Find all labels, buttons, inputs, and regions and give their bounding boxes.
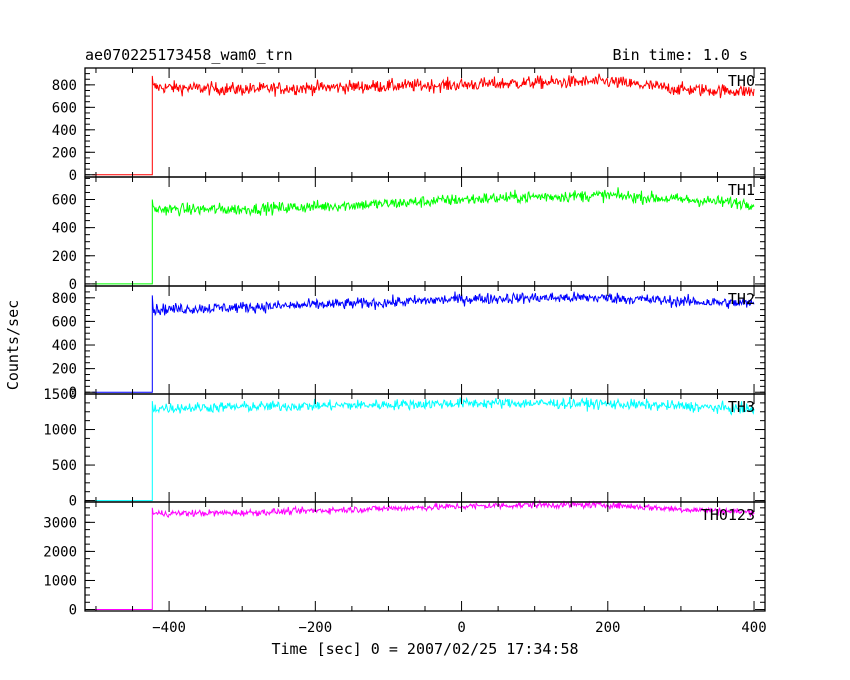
panel-th1: 0 200 400 600 TH1 (52, 176, 766, 293)
bin-time-label: Bin time: 1.0 s (613, 46, 748, 64)
panel-frame (84, 285, 766, 395)
x-tick-label: −400 (152, 620, 186, 636)
series-name-th0123: TH0123 (701, 506, 755, 524)
chart-title: ae070225173458_wam0_trn (85, 46, 293, 64)
y-tick-label: 1500 (43, 387, 77, 403)
y-tick-label: 400 (52, 123, 77, 139)
y-tick-label: 500 (52, 458, 77, 474)
y-tick-label: 200 (52, 249, 77, 265)
y-tick-label: 800 (52, 291, 77, 307)
y-tick-label: 1000 (43, 573, 77, 589)
panel-th2: 0 200 400 600 800 TH2 (52, 285, 766, 401)
series-line-th2 (92, 291, 755, 393)
y-tick-label: 400 (52, 221, 77, 237)
series-name-th3: TH3 (728, 398, 755, 416)
panel-frame (84, 393, 766, 503)
series-line-th1 (92, 187, 755, 285)
y-tick-label: 0 (69, 603, 77, 619)
y-axis-label: Counts/sec (4, 300, 22, 390)
panel-th3: 0 500 1000 1500 TH3 (43, 387, 766, 510)
y-tick-label: 1000 (43, 423, 77, 439)
y-tick-label: 2000 (43, 544, 77, 560)
panel-th0: 0 200 400 600 800 TH0 (52, 67, 766, 184)
y-tick-label: 3000 (43, 515, 77, 531)
panel-th0123: 0 1000 2000 3000 TH0123 (43, 499, 766, 619)
series-name-th1: TH1 (728, 181, 755, 199)
x-tick-label: 200 (595, 620, 620, 636)
x-tick-label: −200 (298, 620, 332, 636)
panel-frame (84, 501, 766, 612)
series-line-th0123 (92, 499, 755, 610)
y-tick-label: 400 (52, 338, 77, 354)
y-tick-label: 600 (52, 100, 77, 116)
y-tick-label: 0 (69, 494, 77, 510)
x-tick-label: 400 (741, 620, 766, 636)
y-tick-label: 800 (52, 78, 77, 94)
y-tick-label: 0 (69, 277, 77, 293)
series-line-th3 (92, 396, 755, 502)
panels-group: 0 200 400 600 800 TH0 0 200 400 600 TH1 0 200 400 600 8… (43, 67, 766, 619)
panel-frame (84, 176, 766, 287)
x-tick-label: 0 (457, 620, 465, 636)
y-tick-label: 200 (52, 145, 77, 161)
y-tick-label: 0 (69, 168, 77, 184)
x-axis-label: Time [sec] 0 = 2007/02/25 17:34:58 (271, 640, 578, 658)
y-tick-label: 600 (52, 193, 77, 209)
series-line-th0 (92, 73, 755, 176)
series-name-th2: TH2 (728, 290, 755, 308)
y-tick-label: 600 (52, 314, 77, 330)
y-tick-label: 0 (69, 385, 77, 401)
series-name-th0: TH0 (728, 72, 755, 90)
y-tick-label: 200 (52, 362, 77, 378)
x-axis: −400 −200 0 200 400 (152, 620, 766, 636)
